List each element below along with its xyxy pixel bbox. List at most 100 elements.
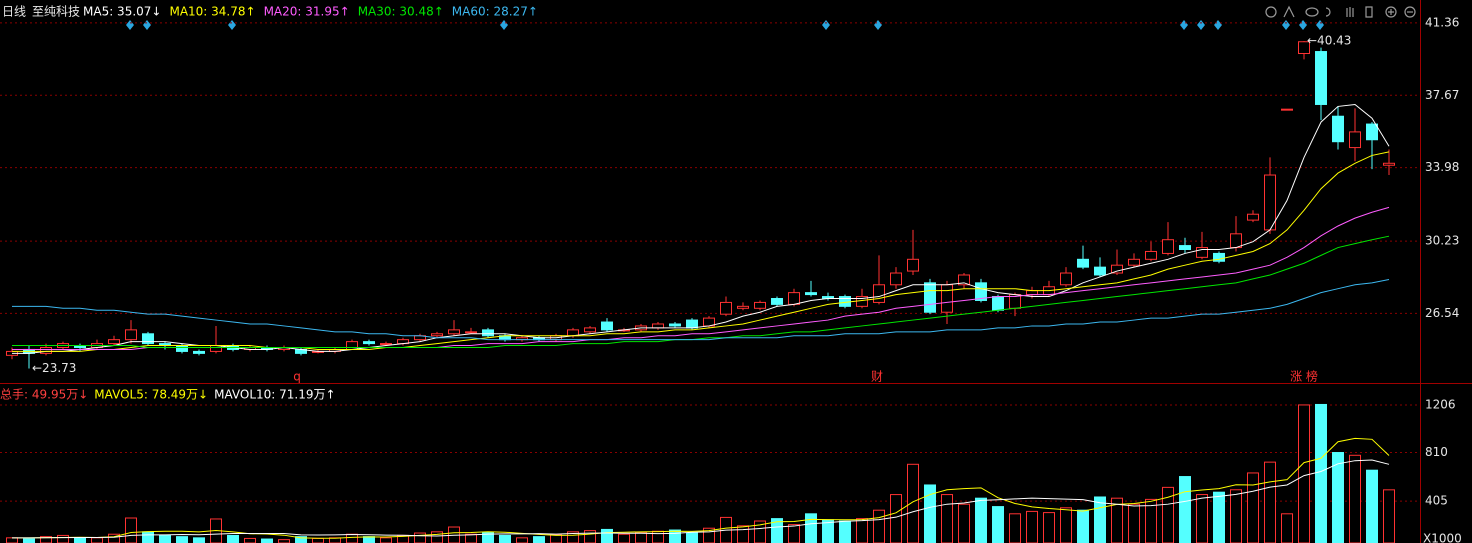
candle-body — [788, 292, 800, 305]
candle-body — [669, 323, 681, 327]
volume-bar — [992, 506, 1004, 543]
volume-bar — [278, 539, 290, 543]
volume-bar — [1383, 489, 1395, 543]
candle-body — [1026, 290, 1038, 296]
diamond[interactable] — [822, 20, 830, 30]
candle-body — [1060, 272, 1072, 286]
candle-body — [1077, 258, 1089, 268]
volume-ma-line — [12, 459, 1390, 539]
volume-bar — [227, 534, 239, 543]
volume-bar — [346, 533, 358, 543]
volume-bar — [414, 532, 426, 543]
volume-bar — [244, 537, 256, 543]
diamond[interactable] — [126, 20, 134, 30]
candle-body — [1145, 250, 1157, 260]
volume-bar — [1060, 507, 1072, 543]
legend-entry: MAVOL5: 78.49万↓ — [94, 388, 208, 402]
candle-body — [1383, 162, 1395, 166]
volume-bar — [1230, 489, 1242, 543]
volume-bar — [1366, 469, 1378, 543]
candle-body — [40, 347, 52, 354]
zoom-out[interactable] — [1404, 6, 1416, 18]
volume-bar — [363, 536, 375, 543]
ma-line — [12, 278, 1390, 341]
volume-bar — [737, 525, 749, 543]
volume-bar — [57, 534, 69, 543]
stock-name: 至纯科技 — [32, 5, 80, 19]
volume-bar — [6, 537, 18, 543]
legend-entry: MA20: 31.95↑ — [264, 5, 350, 19]
settings-icon[interactable] — [1265, 6, 1277, 18]
volume-bar — [686, 532, 698, 543]
candle-body — [380, 343, 392, 346]
candle-body — [1213, 252, 1225, 262]
zoom-in[interactable] — [1385, 6, 1397, 18]
candle-body — [346, 341, 358, 350]
draw-icon[interactable] — [1283, 5, 1295, 18]
volume-bar — [584, 530, 596, 543]
volume-bar — [261, 538, 273, 543]
period-label[interactable]: 日线 — [2, 5, 26, 19]
candle-body — [686, 319, 698, 329]
volume-bar — [176, 536, 188, 543]
volume-bar — [856, 518, 868, 543]
volume-bar — [924, 484, 936, 543]
volume-bar — [1298, 404, 1310, 543]
candle-body — [431, 333, 443, 337]
candle-body — [1315, 51, 1327, 105]
candle-body — [652, 323, 664, 329]
volume-bar — [142, 531, 154, 543]
volume-bar — [703, 527, 715, 543]
candle-body — [805, 292, 817, 296]
volume-bar — [839, 520, 851, 543]
candle-body — [108, 339, 120, 345]
diamond[interactable] — [1197, 20, 1205, 30]
volume-bar — [516, 537, 528, 543]
hand-icon[interactable] — [1346, 7, 1354, 17]
volume-bar — [1264, 461, 1276, 543]
y-tick-label: 33.98 — [1425, 160, 1459, 174]
event-label: 财 — [871, 370, 883, 384]
volume-bar — [1026, 510, 1038, 543]
volume-bar — [533, 536, 545, 543]
volume-bar — [788, 524, 800, 543]
volume-bar — [74, 537, 86, 543]
candle-body — [907, 258, 919, 272]
candle-body — [958, 274, 970, 286]
volume-bar — [1281, 513, 1293, 543]
volume-bar — [890, 494, 902, 543]
volume-bar — [550, 534, 562, 543]
legend-entry: MAVOL10: 71.19万↑ — [214, 388, 335, 402]
lock-icon[interactable] — [1365, 6, 1373, 18]
candle-body — [975, 282, 987, 301]
volume-bar — [1247, 472, 1259, 543]
volume-bar — [1094, 496, 1106, 543]
candle-body — [142, 333, 154, 345]
volume-bar — [23, 538, 35, 543]
volume-bar — [91, 537, 103, 543]
event-label: 涨 榜 — [1290, 369, 1318, 384]
volume-bar — [941, 494, 953, 543]
eye-icon[interactable] — [1305, 7, 1319, 17]
candle-body — [193, 350, 205, 354]
ma-line — [12, 103, 1390, 354]
volume-bar — [1213, 491, 1225, 543]
candle-body — [890, 272, 902, 286]
diamond[interactable] — [1282, 20, 1290, 30]
volume-bar — [1043, 512, 1055, 543]
candle-body — [1230, 233, 1242, 249]
volume-bar — [125, 517, 137, 543]
candle-body — [482, 329, 494, 337]
candle-body — [754, 301, 766, 309]
candle-body — [1179, 245, 1191, 251]
volume-bar — [380, 537, 392, 543]
volume-bar — [312, 537, 324, 543]
undo-icon[interactable] — [1325, 7, 1331, 17]
diamond[interactable] — [1316, 20, 1324, 30]
toolbar — [1265, 5, 1416, 18]
zoom-in-plus[interactable] — [1388, 9, 1394, 15]
volume-bar — [499, 534, 511, 543]
volume-bar — [958, 503, 970, 543]
